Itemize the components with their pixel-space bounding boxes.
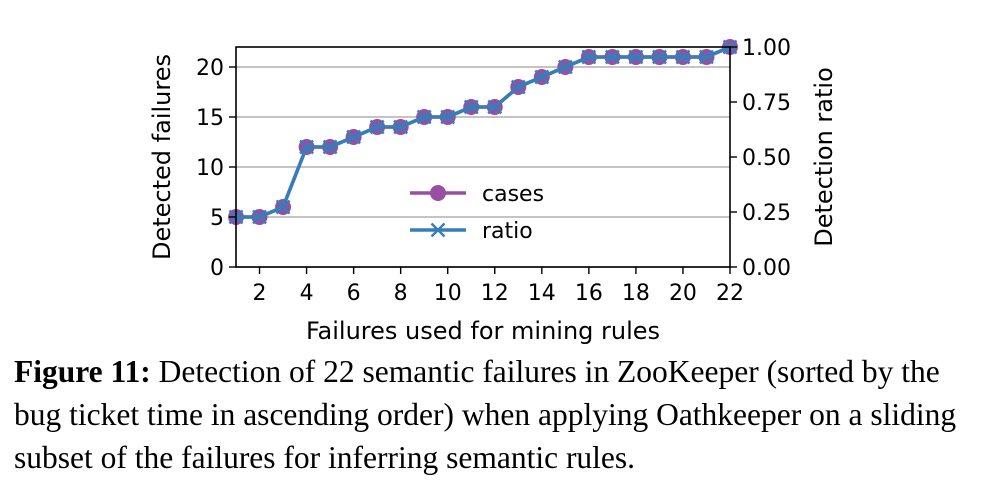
x-tick-label: 4 [300, 281, 314, 306]
y2-tick-label: 0.25 [742, 201, 791, 226]
point-ratio [487, 99, 503, 115]
point-ratio [252, 209, 267, 225]
y2-tick-label: 0.00 [742, 256, 791, 281]
chart: 0 5 10 15 20 0.00 0.25 0.50 0.75 1.00 2 4 6 8 10 12 14 16… [148, 36, 838, 345]
x-tick-label: 6 [347, 281, 361, 306]
point-ratio [557, 59, 573, 75]
point-ratio [699, 49, 714, 65]
caption-label: Figure 11: [14, 354, 151, 389]
figure-caption: Figure 11: Detection of 22 semantic fail… [14, 350, 984, 479]
point-ratio [440, 109, 456, 125]
y2-axis-label: Detection ratio [810, 67, 838, 247]
y-tick-label: 5 [210, 206, 224, 231]
y-tick-label: 0 [210, 256, 224, 281]
x-tick-label: 8 [394, 281, 408, 306]
point-ratio [605, 49, 620, 65]
y2-tick-label: 0.50 [742, 146, 791, 171]
series-line-ratio [236, 45, 731, 219]
x-tick-label: 18 [622, 281, 650, 306]
point-ratio [510, 79, 526, 95]
point-ratio [393, 119, 409, 135]
x-tick-label: 20 [669, 281, 697, 306]
point-ratio [346, 129, 361, 145]
ticks-layer: 0 5 10 15 20 0.00 0.25 0.50 0.75 1.00 2 4 6 8 10 12 14 16… [196, 36, 791, 306]
y-axis-label: Detected failures [148, 54, 176, 260]
x-tick-label: 22 [716, 281, 744, 306]
legend: cases ratio [410, 182, 544, 244]
y-tick-label: 15 [196, 106, 224, 131]
point-ratio [652, 49, 667, 65]
point-ratio [322, 139, 338, 155]
point-ratio [534, 69, 550, 85]
point-ratio [463, 99, 479, 115]
legend-label-cases: cases [482, 182, 544, 207]
x-tick-label: 10 [434, 281, 462, 306]
x-tick-label: 16 [575, 281, 603, 306]
point-ratio [299, 139, 314, 155]
series-layer [228, 39, 738, 225]
point-ratio [275, 199, 291, 215]
x-tick-label: 12 [481, 281, 509, 306]
legend-marker-ratio [430, 222, 446, 238]
x-axis-label: Failures used for mining rules [306, 317, 660, 345]
point-ratio [369, 119, 385, 135]
x-tick-label: 14 [528, 281, 556, 306]
point-ratio [581, 49, 597, 65]
y2-tick-label: 1.00 [742, 36, 791, 61]
y2-tick-label: 0.75 [742, 91, 791, 116]
point-ratio [416, 109, 432, 125]
caption-text: Detection of 22 semantic failures in Zoo… [14, 354, 957, 475]
legend-label-ratio: ratio [482, 219, 533, 244]
legend-marker-cases [430, 185, 446, 201]
y-tick-label: 10 [196, 156, 224, 181]
y-tick-label: 20 [196, 56, 224, 81]
point-ratio [628, 49, 644, 65]
point-ratio [675, 49, 691, 65]
x-tick-label: 2 [253, 281, 267, 306]
